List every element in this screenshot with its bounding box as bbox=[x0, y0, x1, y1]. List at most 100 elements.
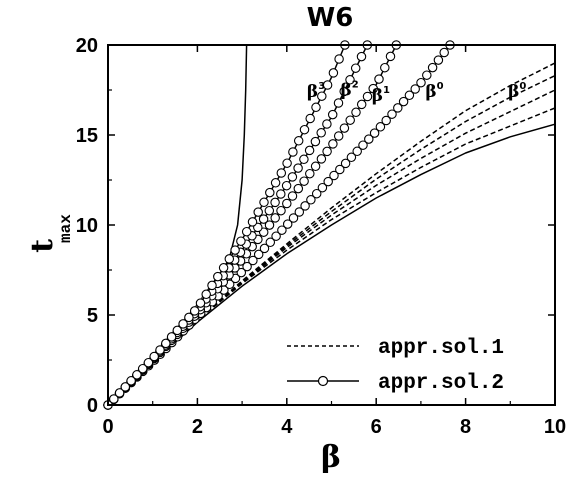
series-6-point bbox=[300, 201, 310, 211]
series-9-point bbox=[282, 158, 292, 168]
y-axis-label-main: t bbox=[25, 239, 60, 253]
series-6-point bbox=[259, 243, 270, 254]
series-2-line bbox=[107, 107, 556, 406]
series-6-point bbox=[335, 164, 345, 175]
annotation-0-sup: 3 bbox=[318, 81, 325, 92]
series-8-point bbox=[327, 109, 338, 120]
series-9-point bbox=[299, 124, 310, 135]
series-9-point bbox=[328, 68, 339, 78]
series-7-point bbox=[374, 74, 384, 84]
legend-label-1: appr.sol.2 bbox=[378, 372, 504, 395]
series-9-point bbox=[270, 178, 281, 188]
series-6-point bbox=[236, 267, 247, 278]
series-5-line bbox=[107, 62, 556, 406]
series-9-point bbox=[218, 263, 229, 273]
series-8-point bbox=[333, 98, 344, 108]
series-6-point bbox=[294, 207, 305, 217]
series-8-point bbox=[270, 197, 280, 208]
series-7-point bbox=[356, 99, 367, 110]
series-9-point bbox=[293, 136, 304, 146]
series-8-point bbox=[304, 145, 315, 156]
x-axis-label: β bbox=[321, 440, 341, 475]
series-9-point bbox=[207, 280, 217, 291]
series-9-point bbox=[132, 370, 142, 380]
chart-title: W6 bbox=[307, 3, 354, 33]
series-6-point bbox=[277, 225, 287, 235]
series-6-point bbox=[346, 152, 357, 163]
series-8-point bbox=[356, 51, 367, 62]
y-tick-label-2: 10 bbox=[76, 215, 98, 237]
x-tick-label-4: 8 bbox=[460, 416, 471, 438]
series-6-point bbox=[265, 237, 276, 248]
series-9-point bbox=[114, 388, 125, 398]
y-axis-label-subscript: max bbox=[57, 214, 75, 243]
series-9-point bbox=[317, 91, 327, 101]
series-8-point bbox=[293, 163, 303, 173]
x-tick-label-3: 6 bbox=[371, 416, 382, 438]
series-7-point bbox=[282, 198, 292, 209]
series-8-point bbox=[264, 205, 275, 216]
series-7-point bbox=[299, 176, 309, 186]
series-7-point bbox=[305, 168, 315, 179]
series-6-point bbox=[422, 70, 432, 80]
series-9-point bbox=[334, 54, 344, 64]
series-9-point bbox=[213, 271, 223, 282]
annotation-1-sup: 2 bbox=[352, 79, 359, 90]
series-8-point bbox=[276, 189, 286, 199]
plot-series bbox=[103, 40, 556, 410]
legend-circle-marker bbox=[317, 375, 329, 387]
series-9-point bbox=[172, 325, 183, 336]
series-6-point bbox=[282, 219, 293, 229]
series-9-point bbox=[137, 363, 148, 374]
annotation-3-sup: 0 bbox=[437, 81, 444, 92]
series-9-point bbox=[247, 217, 258, 227]
series-6-point bbox=[242, 261, 252, 272]
series-7-point bbox=[310, 161, 321, 172]
series-7-point bbox=[333, 131, 344, 141]
series-6-point bbox=[433, 55, 444, 65]
series-9-point bbox=[259, 197, 269, 208]
series-6-point bbox=[340, 158, 351, 169]
series-6-point bbox=[311, 188, 322, 199]
series-6-point bbox=[375, 122, 386, 132]
series-7-point bbox=[270, 213, 280, 223]
series-6-point bbox=[387, 109, 397, 119]
series-9-point bbox=[166, 332, 177, 342]
series-9-point bbox=[120, 382, 131, 392]
series-6-point bbox=[427, 62, 438, 73]
series-8-point bbox=[350, 63, 361, 73]
series-7-point bbox=[276, 205, 286, 216]
series-7-point bbox=[380, 62, 390, 73]
series-9-point bbox=[109, 394, 119, 404]
series-3-line bbox=[107, 89, 556, 406]
annotation-4: β0 bbox=[508, 81, 526, 102]
annotation-2-sup: 1 bbox=[383, 85, 390, 96]
y-axis-label: t max bbox=[25, 214, 75, 253]
x-tick-label-2: 4 bbox=[281, 416, 293, 438]
series-9-point bbox=[201, 289, 211, 300]
series-1-line bbox=[107, 123, 556, 406]
series-8-point bbox=[345, 75, 355, 85]
series-7-point bbox=[345, 115, 355, 125]
series-7-point bbox=[362, 91, 373, 102]
series-7-point bbox=[351, 107, 361, 118]
series-6-point bbox=[288, 213, 299, 223]
series-9-point bbox=[189, 306, 200, 316]
legend-label-0: appr.sol.1 bbox=[378, 337, 504, 360]
series-9-point bbox=[322, 80, 333, 90]
series-6-point bbox=[393, 103, 403, 113]
series-9-point bbox=[305, 113, 315, 124]
series-8-point bbox=[339, 86, 349, 97]
series-8-point bbox=[310, 136, 321, 147]
series-0-line bbox=[107, 44, 248, 406]
series-4-line bbox=[107, 74, 556, 406]
series-7-point bbox=[287, 191, 298, 201]
series-6-point bbox=[352, 146, 362, 157]
series-7-point bbox=[264, 220, 275, 230]
series-9-point bbox=[241, 226, 252, 237]
series-9-point bbox=[155, 345, 165, 355]
series-8-point bbox=[281, 180, 292, 191]
series-7-point bbox=[339, 123, 350, 133]
